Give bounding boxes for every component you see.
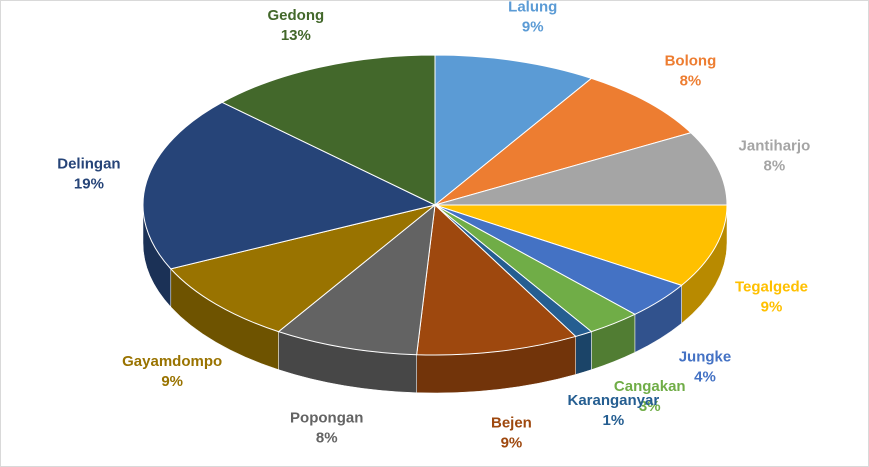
slice-side — [575, 331, 592, 375]
slice-value-label: 9% — [501, 434, 523, 451]
slice-value-label: 8% — [764, 157, 786, 174]
slice-label: Cangakan — [614, 378, 686, 395]
slice — [434, 54, 593, 207]
slice-label: Jantiharjo — [739, 137, 811, 154]
slice-label: Lalung — [508, 0, 557, 16]
slice-label: Bolong — [665, 52, 717, 69]
slice-value-label: 13% — [281, 27, 311, 44]
slice — [416, 203, 577, 356]
slice-label: Popongan — [290, 409, 363, 426]
slice-value-label: 3% — [639, 398, 661, 415]
slice — [434, 132, 728, 206]
slice-value-label: 9% — [161, 373, 183, 390]
slice-value-label: 19% — [74, 175, 104, 192]
slice — [169, 204, 436, 333]
slice-value-label: 8% — [680, 72, 702, 89]
slice — [142, 101, 437, 270]
slice-value-label: 8% — [316, 429, 338, 446]
slice-label: Bejen — [491, 414, 532, 431]
slice-value-label: 4% — [694, 368, 716, 385]
slice-label: Tegalgede — [735, 278, 808, 295]
slice-value-label: 9% — [522, 19, 544, 36]
slice — [434, 204, 728, 286]
slice-label: Delingan — [57, 155, 120, 172]
slice — [277, 203, 436, 356]
slice-value-label: 9% — [761, 298, 783, 315]
slice — [221, 54, 436, 206]
slice-label: Karanganyar — [568, 392, 660, 409]
slice-label: Gayamdompo — [122, 353, 222, 370]
slice-value-label: 1% — [603, 412, 625, 429]
slice — [434, 77, 692, 206]
slice-label: Gedong — [268, 7, 325, 24]
slice-label: Jungke — [679, 348, 732, 365]
